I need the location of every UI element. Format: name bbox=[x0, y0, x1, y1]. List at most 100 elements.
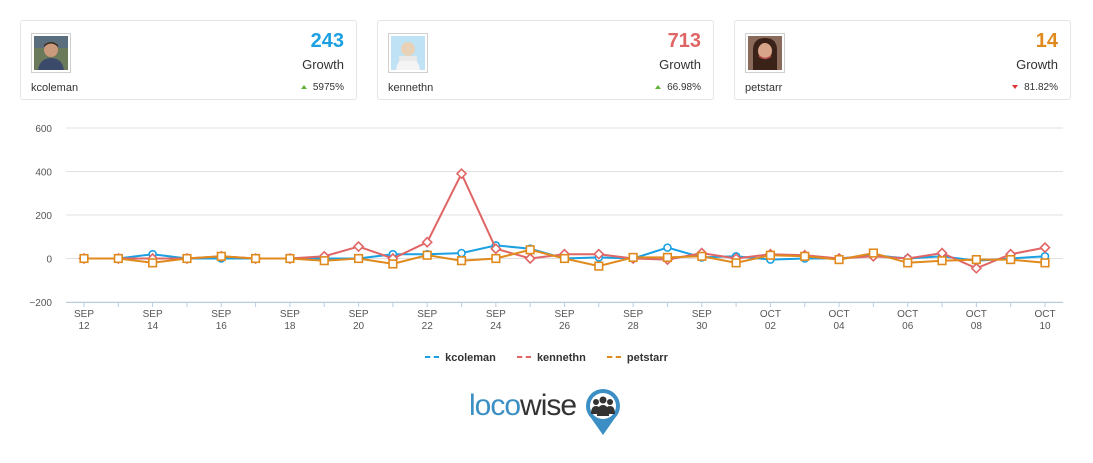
legend-item-kcoleman[interactable]: kcoleman bbox=[425, 352, 496, 364]
x-tick-label: OCT bbox=[829, 309, 850, 320]
data-point-kennethn bbox=[1039, 241, 1051, 254]
data-point-petstarr bbox=[1006, 254, 1016, 265]
avatar[interactable] bbox=[31, 33, 71, 73]
legend-swatch bbox=[516, 356, 531, 358]
x-tick-label: OCT bbox=[760, 309, 781, 320]
growth-change: 66.98% bbox=[655, 82, 701, 93]
data-point-kennethn bbox=[352, 240, 365, 253]
data-point-petstarr bbox=[628, 252, 638, 263]
legend-item-petstarr[interactable]: petstarr bbox=[606, 352, 668, 364]
locowise-logo: locowise bbox=[469, 386, 639, 436]
username: kcoleman bbox=[31, 82, 79, 94]
data-point-petstarr bbox=[662, 252, 673, 263]
x-tick-label: SEP bbox=[280, 309, 300, 320]
legend-label: kennethn bbox=[536, 352, 586, 364]
x-tick-label: SEP bbox=[554, 309, 574, 320]
y-tick-label: 200 bbox=[35, 211, 52, 222]
data-point-petstarr bbox=[1040, 258, 1050, 268]
username: kennethn bbox=[388, 82, 434, 94]
x-tick-label: 08 bbox=[971, 321, 983, 332]
username: petstarr bbox=[745, 82, 783, 94]
x-tick-label: SEP bbox=[692, 309, 712, 320]
data-point-petstarr bbox=[594, 261, 604, 271]
data-point-petstarr bbox=[765, 250, 776, 260]
legend-swatch bbox=[606, 356, 621, 358]
x-tick-label: SEP bbox=[211, 309, 231, 320]
logo-part-loco: loco bbox=[469, 389, 521, 422]
x-tick-label: 18 bbox=[284, 321, 296, 332]
x-tick-label: 10 bbox=[1039, 321, 1051, 332]
data-point-kcoleman bbox=[457, 248, 466, 258]
x-tick-label: 28 bbox=[628, 321, 640, 332]
x-tick-label: 24 bbox=[490, 321, 502, 332]
y-tick-label: 400 bbox=[35, 168, 52, 179]
legend-swatch bbox=[425, 356, 440, 358]
map-pin-people-icon bbox=[586, 388, 620, 435]
growth-line-chart: 6004002000−200SEP12SEP14SEP16SEP18SEP20S… bbox=[29, 124, 1063, 332]
data-point-petstarr bbox=[559, 253, 570, 264]
arrow-up-icon bbox=[655, 85, 662, 89]
growth-label: Growth bbox=[659, 57, 701, 72]
user-count: 713 bbox=[667, 30, 701, 52]
data-point-petstarr bbox=[868, 248, 878, 258]
avatar-photo bbox=[391, 36, 425, 70]
data-point-petstarr bbox=[319, 256, 329, 266]
x-tick-label: SEP bbox=[74, 309, 94, 320]
avatar-photo bbox=[748, 36, 782, 70]
data-point-petstarr bbox=[971, 254, 981, 265]
growth-change-value: 5975% bbox=[312, 82, 344, 93]
x-tick-label: SEP bbox=[417, 309, 437, 320]
data-point-petstarr bbox=[148, 258, 158, 268]
data-point-petstarr bbox=[456, 256, 467, 266]
growth-label: Growth bbox=[302, 57, 344, 72]
growth-change-value: 66.98% bbox=[667, 82, 701, 93]
y-tick-label: 600 bbox=[35, 124, 52, 135]
data-point-petstarr bbox=[79, 253, 89, 264]
chart-legend: kcoleman kennethn petstarr bbox=[0, 352, 1093, 364]
growth-label: Growth bbox=[1016, 57, 1058, 72]
y-tick-label: 0 bbox=[46, 255, 52, 266]
user-count: 243 bbox=[310, 30, 344, 52]
x-tick-label: 04 bbox=[834, 321, 846, 332]
logo-wordmark: locowise bbox=[469, 389, 577, 423]
avatar[interactable] bbox=[745, 33, 785, 73]
user-card-kennethn: kennethn 713 Growth 66.98% bbox=[377, 20, 714, 100]
x-tick-label: OCT bbox=[1034, 309, 1055, 320]
growth-change: 5975% bbox=[300, 82, 344, 93]
logo-part-wise: wise bbox=[520, 389, 577, 422]
user-count: 14 bbox=[1035, 30, 1058, 52]
data-point-petstarr bbox=[216, 251, 226, 261]
avatar[interactable] bbox=[388, 33, 428, 73]
x-tick-label: OCT bbox=[966, 309, 987, 320]
x-tick-label: 12 bbox=[78, 321, 90, 332]
x-tick-label: SEP bbox=[349, 309, 369, 320]
avatar-photo bbox=[34, 36, 68, 70]
legend-item-kennethn[interactable]: kennethn bbox=[516, 352, 586, 364]
data-point-petstarr bbox=[285, 253, 295, 264]
data-point-petstarr bbox=[251, 253, 261, 264]
data-point-petstarr bbox=[113, 253, 123, 264]
data-point-petstarr bbox=[422, 250, 432, 260]
growth-change-value: 81.82% bbox=[1024, 82, 1058, 93]
data-point-kennethn bbox=[455, 168, 468, 180]
x-tick-label: SEP bbox=[623, 309, 643, 320]
data-point-petstarr bbox=[937, 256, 947, 266]
x-tick-label: 26 bbox=[559, 321, 571, 332]
data-point-kennethn bbox=[490, 243, 502, 255]
x-tick-label: 30 bbox=[696, 321, 708, 332]
data-point-petstarr bbox=[800, 251, 810, 261]
x-tick-label: SEP bbox=[143, 309, 163, 320]
user-card-petstarr: petstarr 14 Growth 81.82% bbox=[734, 20, 1071, 100]
x-tick-label: SEP bbox=[486, 309, 506, 320]
arrow-down-icon bbox=[1012, 85, 1019, 89]
x-tick-label: 02 bbox=[765, 321, 777, 332]
data-point-petstarr bbox=[834, 254, 844, 265]
data-point-kennethn bbox=[593, 248, 605, 260]
data-point-petstarr bbox=[353, 253, 364, 264]
data-point-kennethn bbox=[524, 252, 536, 265]
data-point-petstarr bbox=[903, 258, 913, 268]
data-point-petstarr bbox=[525, 245, 535, 255]
x-tick-label: 06 bbox=[902, 321, 914, 332]
data-point-kennethn bbox=[421, 236, 433, 248]
arrow-up-icon bbox=[300, 85, 307, 89]
